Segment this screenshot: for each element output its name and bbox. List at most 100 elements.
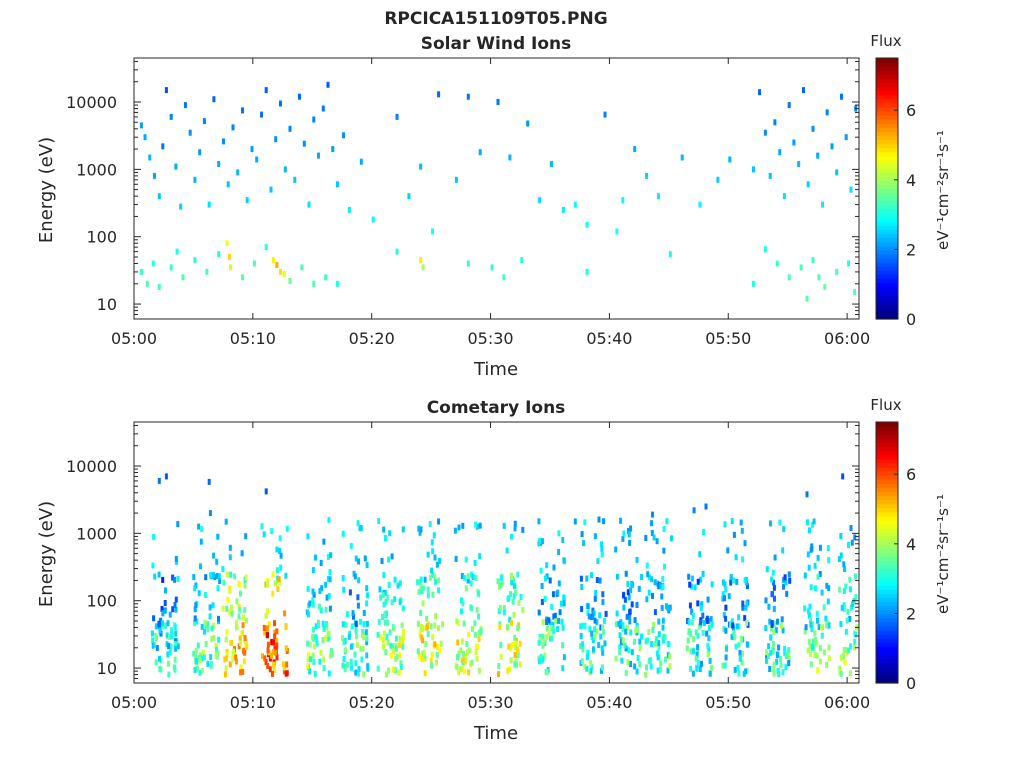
flux-cell xyxy=(551,621,555,628)
flux-cell xyxy=(847,260,851,267)
flux-cell xyxy=(420,656,424,663)
flux-cell xyxy=(692,507,696,514)
flux-cell xyxy=(354,620,358,627)
flux-cell xyxy=(698,666,702,672)
flux-cell xyxy=(514,644,518,651)
flux-cell xyxy=(384,535,387,541)
flux-cell xyxy=(217,636,221,643)
flux-cell xyxy=(460,608,463,615)
flux-cell xyxy=(645,596,649,603)
flux-cell xyxy=(327,593,331,600)
flux-cell xyxy=(217,251,221,258)
flux-cell xyxy=(547,630,551,637)
flux-cell xyxy=(511,641,515,648)
flux-cell xyxy=(496,99,500,105)
flux-cell xyxy=(383,611,387,618)
flux-cell xyxy=(265,625,269,632)
flux-cell xyxy=(621,637,625,644)
flux-cell xyxy=(212,572,215,579)
colorbar-segment xyxy=(876,245,898,251)
flux-cell xyxy=(435,652,439,658)
flux-cell xyxy=(275,262,279,268)
flux-cell xyxy=(666,604,670,611)
flux-cell xyxy=(241,630,245,637)
flux-cell xyxy=(244,641,248,648)
colorbar-segment xyxy=(876,678,898,684)
flux-cell xyxy=(353,573,357,580)
flux-cell xyxy=(208,510,212,517)
flux-cell xyxy=(239,669,243,676)
colorbar-segment xyxy=(876,674,898,680)
flux-cell xyxy=(273,620,276,627)
flux-cell xyxy=(385,634,389,640)
flux-cell xyxy=(382,572,386,579)
flux-cell xyxy=(419,526,423,533)
flux-cell xyxy=(209,572,213,579)
flux-cell xyxy=(770,576,774,583)
flux-cell xyxy=(384,671,388,678)
flux-cell xyxy=(848,586,852,593)
flux-cell xyxy=(630,601,634,608)
flux-cell xyxy=(513,525,517,532)
flux-cell xyxy=(699,619,703,626)
colorbar-segment xyxy=(876,274,898,279)
colorbar-segment xyxy=(876,670,898,676)
flux-cell xyxy=(467,631,471,638)
colorbar-segment xyxy=(876,208,898,214)
colorbar-segment xyxy=(876,487,898,492)
flux-cell xyxy=(813,562,817,569)
flux-cell xyxy=(174,606,178,613)
flux-cell xyxy=(459,647,463,654)
colorbar-segment xyxy=(876,544,898,550)
flux-cell xyxy=(309,656,312,663)
flux-cell xyxy=(307,611,311,618)
flux-cell xyxy=(347,633,351,640)
flux-cell xyxy=(398,642,401,649)
flux-cell xyxy=(752,166,755,173)
flux-cell xyxy=(455,654,459,660)
flux-cell xyxy=(807,608,810,615)
flux-cell xyxy=(589,659,593,666)
flux-cell xyxy=(621,535,625,542)
flux-cell xyxy=(728,156,732,163)
flux-cell xyxy=(306,663,310,669)
flux-cell xyxy=(365,639,369,646)
flux-cell xyxy=(228,609,232,616)
flux-cell xyxy=(194,647,198,654)
flux-cell xyxy=(621,625,625,632)
flux-cell xyxy=(621,197,625,204)
flux-cell xyxy=(513,652,517,659)
flux-cell xyxy=(216,650,220,657)
flux-cell xyxy=(161,143,165,150)
flux-cell xyxy=(624,570,628,577)
x-axis-label: Time xyxy=(473,723,518,744)
flux-cell xyxy=(601,591,605,598)
colorbar-segment xyxy=(876,159,898,165)
flux-cell xyxy=(519,594,523,600)
flux-cell xyxy=(788,577,792,584)
flux-cell xyxy=(602,628,606,635)
spectrogram-cells xyxy=(139,81,858,302)
flux-cell xyxy=(602,518,605,525)
flux-cell xyxy=(811,638,815,645)
flux-cell xyxy=(845,617,849,624)
colorbar-segment xyxy=(876,172,898,177)
flux-cell xyxy=(393,596,397,603)
flux-cell xyxy=(768,618,772,625)
flux-cell xyxy=(279,552,283,559)
flux-cell xyxy=(359,525,363,532)
flux-cell xyxy=(424,641,428,648)
flux-cell xyxy=(842,602,846,609)
colorbar-segment xyxy=(876,282,898,287)
flux-cell xyxy=(311,588,315,595)
flux-cell xyxy=(734,554,738,561)
flux-cell xyxy=(324,581,328,588)
flux-cell xyxy=(596,558,600,564)
flux-cell xyxy=(745,620,749,626)
flux-cell xyxy=(328,569,332,575)
flux-cell xyxy=(787,274,791,281)
flux-cell xyxy=(242,658,246,665)
flux-cell xyxy=(634,627,638,634)
flux-cell xyxy=(553,612,557,619)
flux-cell xyxy=(650,530,654,536)
